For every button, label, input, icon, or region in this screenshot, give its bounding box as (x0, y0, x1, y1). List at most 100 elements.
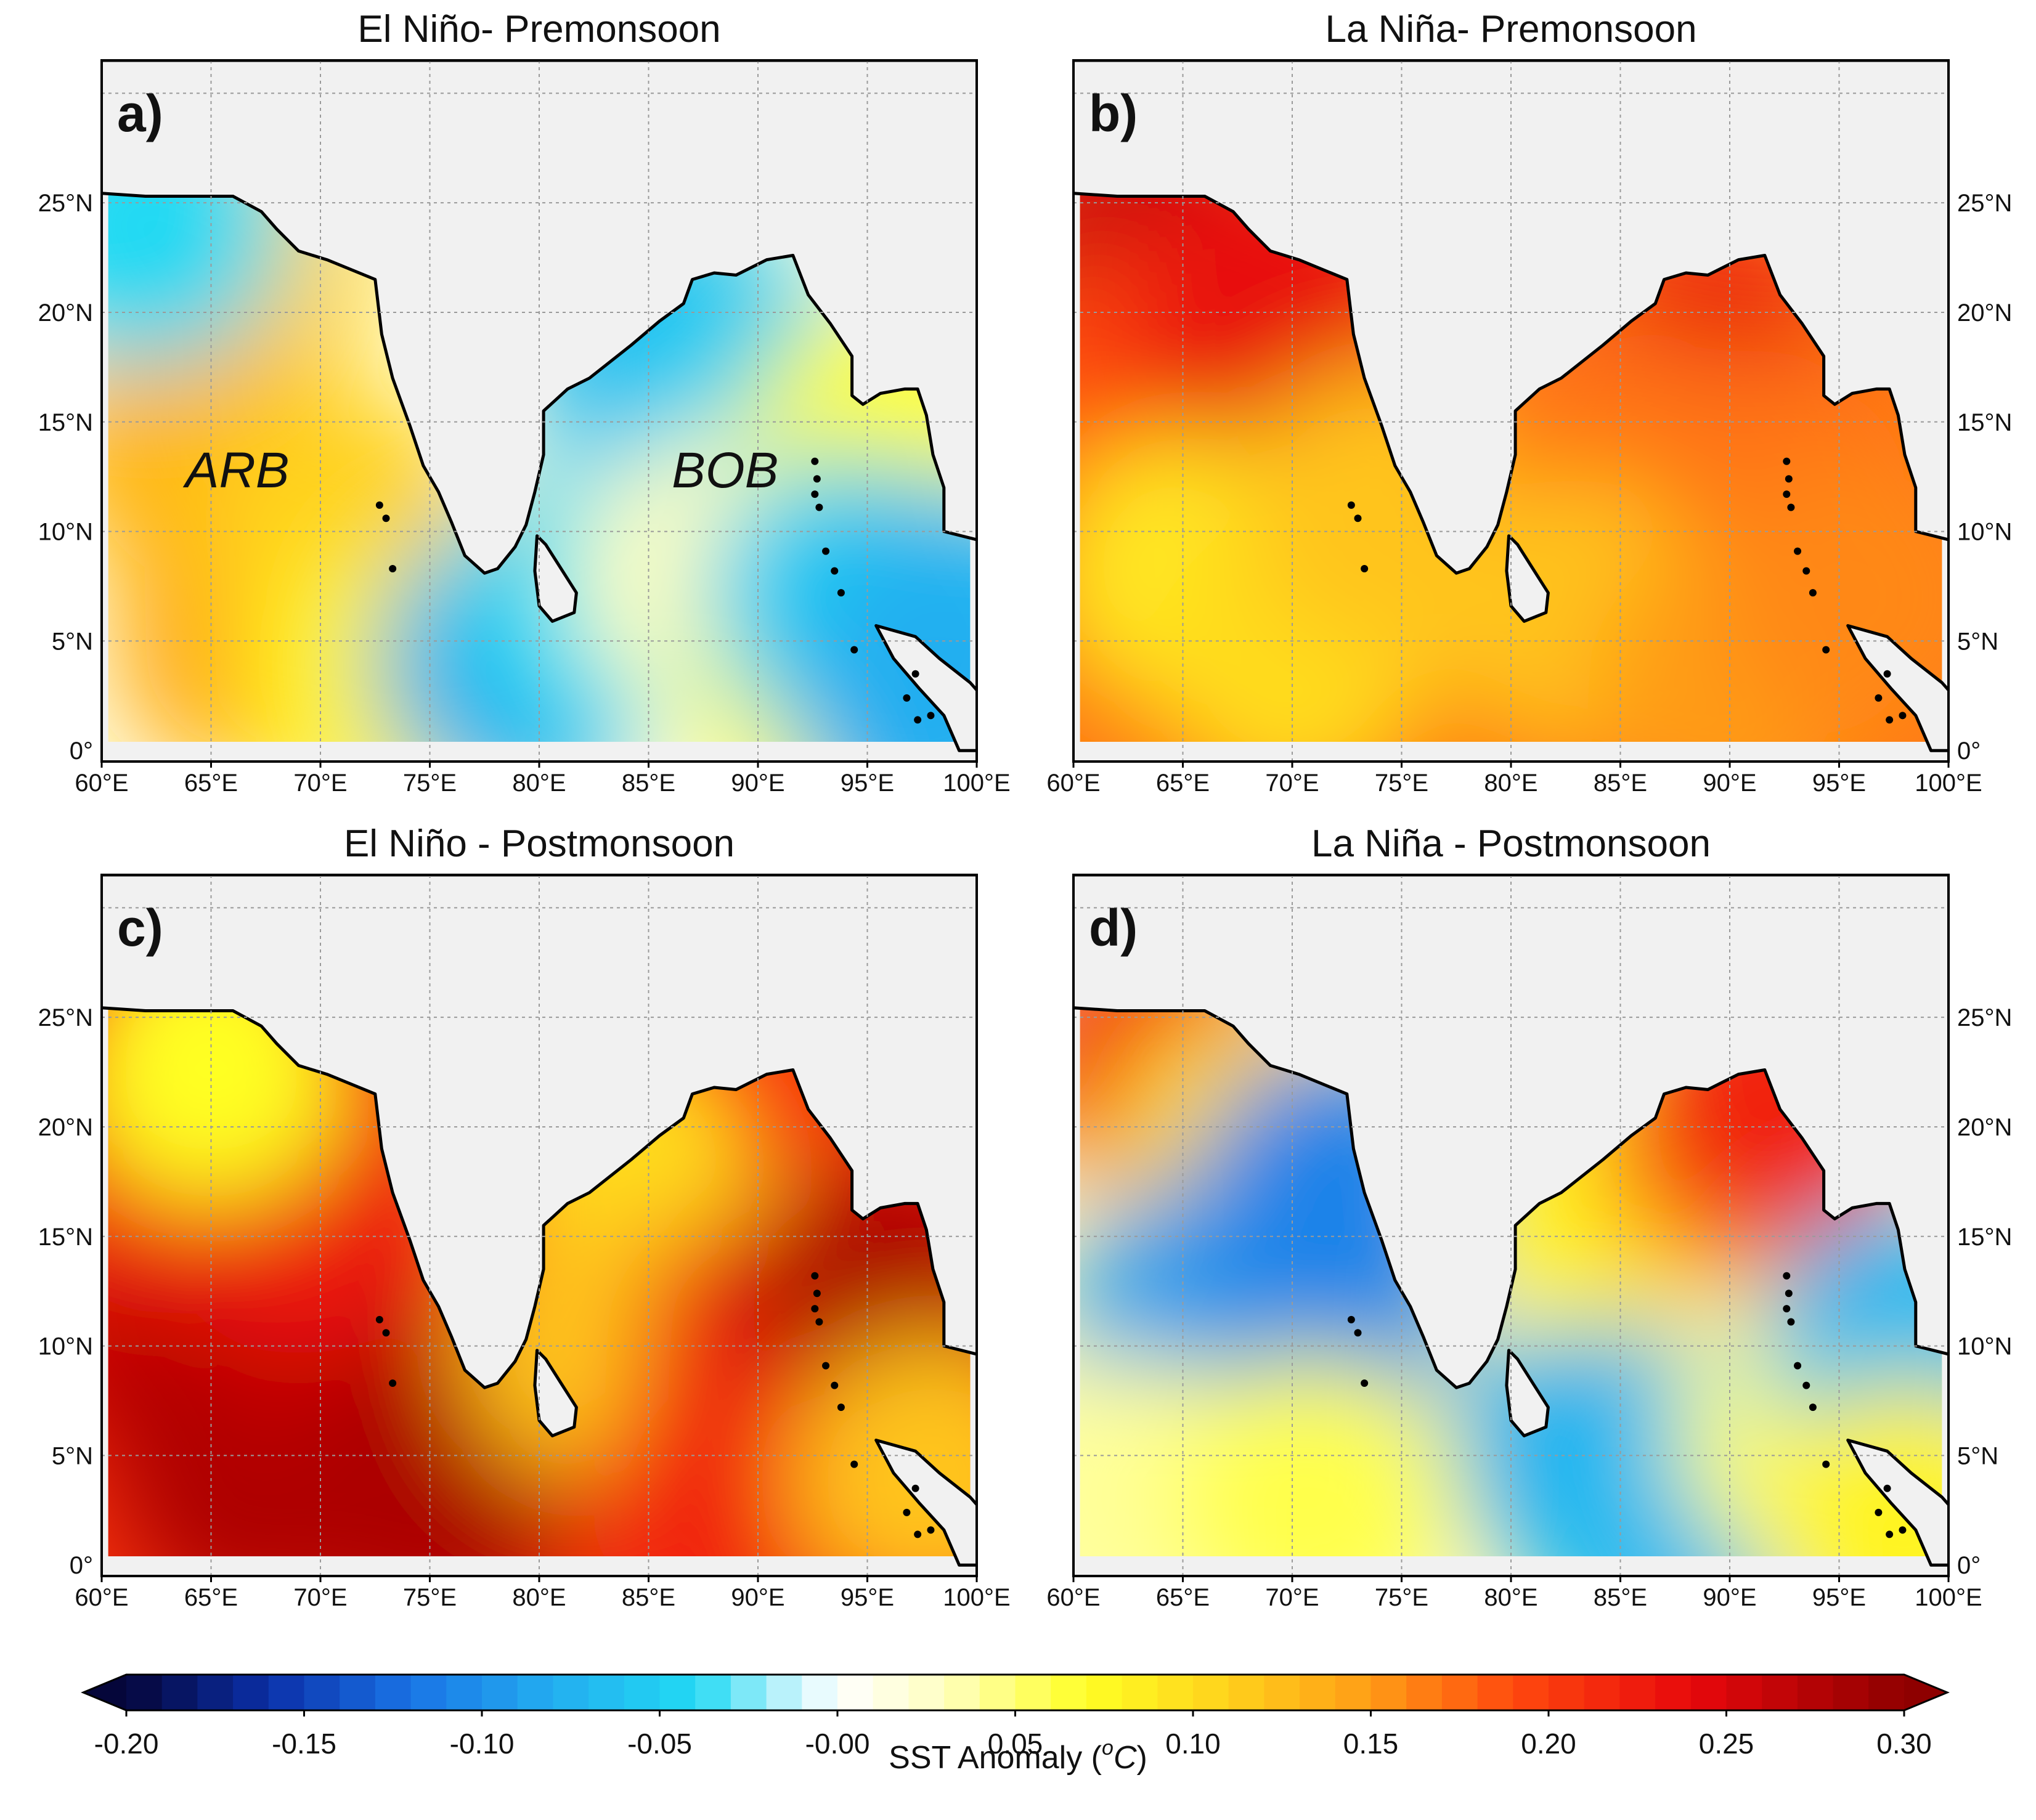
island (822, 547, 830, 555)
lat-tick-label: 10°N (1957, 519, 2012, 546)
lat-tick-label: 20°N (38, 299, 93, 327)
colorbar-max-extension (1904, 1675, 1947, 1710)
island (850, 1460, 858, 1468)
colorbar-title-prefix: SST Anomaly ( (889, 1740, 1102, 1776)
island (815, 503, 823, 511)
panel-title: La Niña - Postmonsoon (1311, 823, 1711, 865)
colorbar-segment (304, 1675, 340, 1710)
lat-tick-label: 25°N (38, 190, 93, 217)
region-label: ARB (182, 442, 290, 498)
island (815, 1318, 823, 1326)
colorbar-segment (1655, 1675, 1692, 1710)
land-mass (1505, 1349, 1550, 1437)
colorbar-segment (1513, 1675, 1549, 1710)
island (1822, 646, 1830, 654)
colorbar-segment (517, 1675, 553, 1710)
colorbar-segment (1619, 1675, 1656, 1710)
colorbar-segment (908, 1675, 945, 1710)
lon-tick-label: 100°E (1915, 770, 1982, 797)
colorbar-segment (624, 1675, 661, 1710)
panel-title: El Niño- Premonsoon (357, 8, 720, 51)
lat-tick-label: 5°N (52, 1442, 93, 1469)
lon-tick-label: 100°E (1915, 1584, 1982, 1611)
island (1783, 1305, 1791, 1313)
lon-tick-label: 95°E (1812, 1584, 1866, 1611)
island (811, 1272, 819, 1280)
colorbar-segment (1762, 1675, 1798, 1710)
lat-tick-label: 15°N (1957, 409, 2012, 436)
colorbar-segment (1726, 1675, 1762, 1710)
gridlines (102, 875, 977, 1576)
gridlines (1073, 60, 1948, 762)
land-mass (1846, 1439, 1948, 1567)
island (375, 1315, 383, 1323)
lon-tick-label: 70°E (1265, 770, 1319, 797)
island (914, 1530, 922, 1538)
land-mass (874, 1439, 977, 1567)
lon-tick-label: 65°E (184, 770, 238, 797)
lat-tick-label: 15°N (38, 1224, 93, 1251)
lon-tick-label: 80°E (512, 770, 566, 797)
lat-tick-label: 20°N (38, 1114, 93, 1141)
island (382, 514, 390, 522)
island (903, 1508, 911, 1516)
sst-anomaly-blob (1172, 1357, 1456, 1556)
lon-tick-label: 85°E (1594, 1584, 1647, 1611)
lon-tick-label: 95°E (841, 770, 894, 797)
island (1785, 1290, 1793, 1298)
island (1787, 503, 1795, 511)
colorbar-segment (446, 1675, 483, 1710)
lon-tick-label: 70°E (293, 1584, 347, 1611)
panel-title: El Niño - Postmonsoon (344, 823, 735, 865)
colorbar-tick-label: -0.05 (627, 1728, 692, 1760)
island (927, 712, 935, 720)
land-mass (1073, 875, 1948, 1389)
colorbar-segment (837, 1675, 874, 1710)
island (1883, 1484, 1891, 1492)
colorbar: -0.20 -0.15 -0.10 -0.05 -0.00 0.05 0.10 0.15 0.2… (81, 1673, 1950, 1776)
lon-tick-label: 60°E (1046, 1584, 1100, 1611)
colorbar-title: SST Anomaly (oC) (889, 1736, 1147, 1776)
colorbar-segment (1549, 1675, 1585, 1710)
region-label: BOB (672, 442, 778, 498)
island (1802, 1381, 1810, 1389)
lat-tick-label: 20°N (1957, 299, 2012, 327)
island (1875, 694, 1883, 702)
colorbar-tick-label: -0.15 (272, 1728, 336, 1760)
island (927, 1526, 935, 1534)
island (811, 490, 819, 498)
island (1809, 1404, 1817, 1412)
colorbar-segment (553, 1675, 589, 1710)
lon-tick-label: 90°E (731, 1584, 784, 1611)
island (1822, 1460, 1830, 1468)
colorbar-segment (1868, 1675, 1905, 1710)
colorbar-segment (730, 1675, 767, 1710)
sst-field (108, 1004, 971, 1556)
colorbar-segment (1441, 1675, 1478, 1710)
lat-tick-label: 25°N (1957, 190, 2012, 217)
colorbar-segment (1015, 1675, 1051, 1710)
colorbar-tick-label: -0.00 (805, 1728, 870, 1760)
colorbar-tick-label: 0.15 (1343, 1728, 1399, 1760)
island (1783, 490, 1791, 498)
colorbar-tick-label: 0.20 (1521, 1728, 1576, 1760)
colorbar-segment (375, 1675, 412, 1710)
colorbar-segment (1370, 1675, 1407, 1710)
island (1361, 565, 1369, 573)
island (831, 567, 839, 575)
map-panel: La Niña- Premonsoon b) 60°E 65°E 70°E 75°E 80°… (1046, 8, 2012, 797)
lat-tick-label: 5°N (1957, 628, 1998, 655)
lon-tick-label: 60°E (1046, 770, 1100, 797)
panel-letter: a) (117, 84, 163, 142)
lat-tick-label: 15°N (38, 409, 93, 436)
island (914, 716, 922, 724)
gridlines (102, 60, 977, 762)
land-mass (533, 534, 578, 623)
island (1886, 716, 1894, 724)
island (837, 1404, 845, 1412)
lat-tick-label: 0° (70, 1552, 93, 1579)
lon-tick-label: 100°E (943, 1584, 1010, 1611)
island (811, 1305, 819, 1313)
island (813, 1290, 821, 1298)
